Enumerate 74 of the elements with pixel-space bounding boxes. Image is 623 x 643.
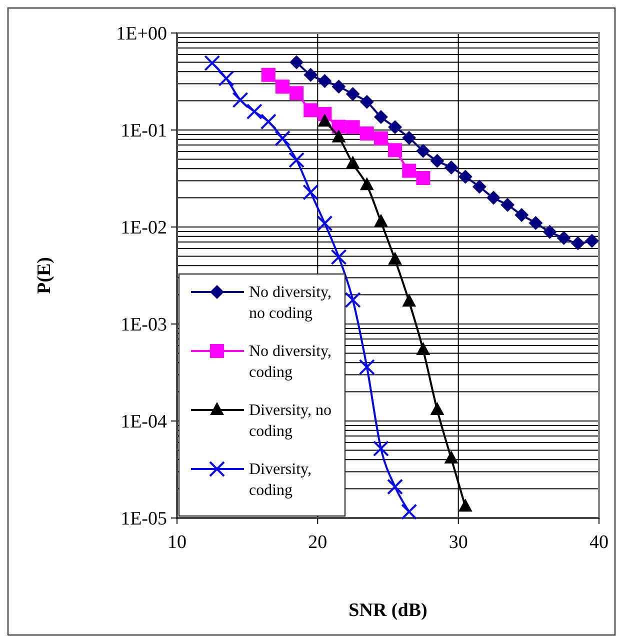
point	[332, 129, 346, 142]
point	[276, 80, 290, 94]
point	[332, 80, 346, 94]
point	[346, 87, 360, 102]
point	[346, 156, 360, 169]
point	[290, 55, 304, 70]
point	[261, 68, 276, 82]
point	[344, 292, 361, 308]
point	[358, 359, 375, 376]
point	[416, 171, 430, 185]
legend-label: Diversity, no coding	[249, 402, 332, 440]
point	[570, 236, 585, 250]
point	[360, 94, 374, 109]
point	[416, 342, 430, 355]
point	[416, 144, 430, 158]
y-tick-label: 1E+00	[116, 24, 167, 45]
x-axis-title: SNR (dB)	[348, 600, 428, 621]
x-tick-label: 10	[168, 532, 186, 553]
point	[360, 177, 374, 190]
point	[246, 104, 262, 120]
point	[288, 152, 305, 168]
point	[388, 252, 402, 265]
point	[402, 164, 416, 178]
point	[360, 126, 374, 141]
point	[486, 190, 500, 205]
legend-label: No diversity, coding	[249, 343, 332, 381]
point	[232, 92, 248, 108]
y-tick-label: 1E-05	[120, 508, 167, 530]
point	[260, 114, 276, 130]
point	[374, 214, 388, 227]
y-tick-label: 1E-01	[120, 120, 167, 142]
point	[528, 216, 543, 230]
y-tick-label: 1E-02	[120, 218, 167, 239]
point	[372, 440, 389, 457]
x-tick-label: 30	[448, 532, 468, 553]
point	[318, 114, 332, 127]
point	[302, 184, 319, 200]
point	[204, 55, 220, 72]
point	[374, 110, 388, 124]
point	[346, 120, 360, 134]
point	[542, 224, 557, 239]
point	[402, 130, 416, 145]
point	[430, 154, 444, 168]
point	[274, 130, 290, 146]
point	[458, 170, 472, 184]
point	[458, 498, 472, 512]
point	[472, 180, 486, 194]
point	[401, 504, 418, 520]
point	[388, 143, 402, 158]
point	[318, 74, 332, 88]
point	[304, 68, 318, 82]
point	[514, 208, 529, 222]
point	[304, 103, 318, 118]
point	[218, 70, 234, 86]
point	[500, 198, 515, 212]
point	[387, 478, 404, 495]
x-tick-label: 20	[308, 532, 328, 553]
legend-label: No diversity, no coding	[249, 284, 332, 322]
x-tick-label: 40	[590, 532, 608, 553]
point	[444, 160, 458, 175]
point	[556, 231, 571, 246]
legend-label: Diversity, coding	[249, 461, 312, 499]
y-axis-title: P(E)	[34, 257, 55, 294]
y-tick-label: 1E-03	[120, 314, 167, 336]
point	[430, 402, 444, 415]
point	[330, 249, 347, 266]
point	[444, 450, 458, 464]
point	[290, 86, 304, 100]
point	[402, 294, 416, 307]
y-tick-label: 1E-04	[120, 412, 168, 433]
point	[388, 120, 402, 134]
point	[584, 234, 599, 248]
point	[316, 215, 333, 232]
point	[374, 131, 388, 146]
